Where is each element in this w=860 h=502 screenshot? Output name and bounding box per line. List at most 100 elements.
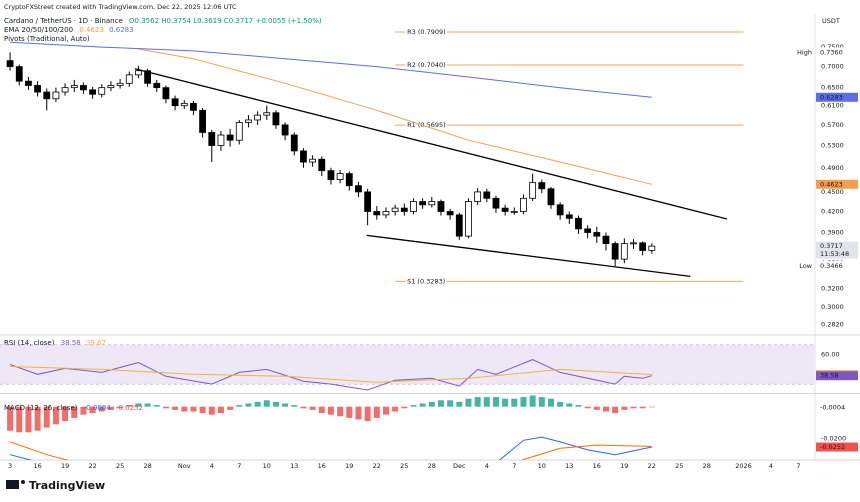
candle-body — [43, 91, 51, 100]
price-marker-label: 0.7360 — [820, 48, 843, 56]
x-tick-label: 16 — [318, 462, 326, 470]
macd-histogram-bar — [456, 401, 463, 407]
y-tick-label: 60.00 — [821, 351, 840, 359]
macd-histogram-bar — [282, 403, 289, 407]
trendline — [134, 68, 728, 220]
candle-body — [217, 134, 225, 146]
macd-histogram-bar — [117, 406, 124, 409]
candle-body — [52, 91, 60, 100]
ema-legend: EMA 20/50/100/200 0.4623 0.6283 — [4, 26, 134, 34]
candle-body — [336, 173, 344, 180]
y-tick-label: 0.5300 — [821, 142, 844, 150]
macd-histogram-bar — [34, 406, 41, 431]
macd-histogram-bar — [419, 403, 426, 407]
macd-histogram-bar — [25, 406, 32, 433]
x-tick-label: 16 — [593, 462, 601, 470]
macd-histogram-bar — [16, 406, 23, 433]
macd-histogram-bar — [447, 400, 454, 407]
scales: 3 16 19 22 25 28 Nov 4 7 10 13 16 19 22 25 28 Dec 4 7 10 13 1… — [8, 43, 859, 470]
macd-histogram-bar — [300, 406, 307, 409]
candle-body — [345, 173, 353, 187]
macd-histogram-bar — [80, 406, 87, 415]
macd-histogram-bar — [181, 406, 188, 412]
macd-histogram-bar — [392, 406, 399, 412]
x-tick-label: 16 — [33, 462, 41, 470]
macd-histogram-bar — [190, 406, 197, 412]
y-tick-label: 0.4500 — [821, 188, 844, 196]
candle-body — [162, 87, 170, 100]
candle-body — [510, 211, 518, 213]
price-marker — [815, 402, 859, 413]
macd-histogram-bar — [373, 406, 380, 418]
pivot-label: R2 (0.7040) — [407, 61, 446, 69]
pivot-label: S1 (0.3283) — [407, 277, 445, 285]
x-tick-label: 25 — [400, 462, 408, 470]
candle-body — [245, 119, 252, 123]
y-tick-label: 0.2820 — [821, 320, 844, 328]
macd-histogram-bar — [401, 406, 408, 409]
macd-histogram-bar — [309, 406, 316, 410]
macd-histogram-bar — [612, 406, 619, 414]
candle-body — [15, 66, 23, 82]
candle-body — [355, 185, 362, 193]
price-marker — [816, 179, 858, 189]
macd-histogram-bar — [483, 397, 490, 407]
candle-body — [135, 70, 142, 76]
candle-body — [309, 158, 317, 163]
macd-histogram-bar — [621, 406, 628, 410]
macd-histogram-bar — [538, 397, 545, 407]
y-tick-label: 0.4900 — [821, 164, 844, 172]
watermark-header: CryptoFXStreet created with TradingView.… — [4, 3, 237, 11]
candle-body — [648, 245, 656, 251]
y-tick-label: 0.7000 — [821, 63, 844, 71]
macd-histogram-bar — [263, 400, 270, 407]
candle-body — [272, 112, 280, 126]
price-marker — [816, 92, 858, 102]
macd-histogram-bar — [355, 406, 362, 420]
candle-body — [556, 204, 564, 216]
macd-histogram-bar — [382, 406, 389, 415]
macd-histogram-bar — [318, 406, 325, 414]
candle-body — [501, 207, 509, 212]
brand-logo: TradingView — [6, 479, 105, 492]
price-marker-label: 0.4623 — [820, 180, 843, 188]
macd-histogram-bar — [575, 405, 582, 407]
y-tick-label: 0.7500 — [821, 43, 844, 51]
ema-line — [138, 48, 652, 185]
y-tick-label: 0.3000 — [821, 303, 844, 311]
x-tick-label: 10 — [538, 462, 546, 470]
rsi-band — [0, 344, 815, 385]
candle-body — [391, 207, 399, 212]
candle-body — [107, 85, 115, 89]
candle-body — [373, 211, 381, 216]
x-tick-label: 22 — [373, 462, 381, 470]
candle-body — [254, 114, 262, 121]
symbol-title: Cardano / TetherUS · 1D · Binance — [4, 17, 123, 25]
candle-body — [80, 85, 87, 91]
candle-body — [61, 87, 69, 93]
rsi-line — [9, 359, 652, 391]
y-tick-label: -0.0200 — [821, 435, 846, 443]
pivot-label: R1 (0.5695) — [407, 121, 446, 129]
y-tick-label: 0.3200 — [821, 285, 844, 293]
x-tick-label: Nov — [178, 462, 191, 470]
candle-body — [584, 228, 592, 233]
macd-histogram-bar — [7, 406, 14, 431]
macd-histogram-bar — [566, 403, 573, 407]
candle-body — [235, 122, 243, 141]
macd-histogram-bar — [272, 401, 279, 407]
pivot-label: R3 (0.7909) — [407, 28, 446, 36]
x-tick-label: 4 — [210, 462, 214, 470]
marker-name: High — [797, 48, 812, 56]
candle-body — [446, 211, 454, 216]
price-marker-label: 0.3466 — [820, 262, 843, 270]
candle-body — [620, 243, 628, 260]
candle-body — [419, 201, 427, 206]
macd-histogram-bar — [89, 406, 96, 414]
macd-histogram-bar — [602, 406, 609, 412]
symbol-line: Cardano / TetherUS · 1D · Binance O0.356… — [4, 17, 322, 25]
y-tick-label: 0.6500 — [821, 84, 844, 92]
macd-histogram-bar — [71, 406, 78, 418]
candle-body — [529, 182, 537, 199]
